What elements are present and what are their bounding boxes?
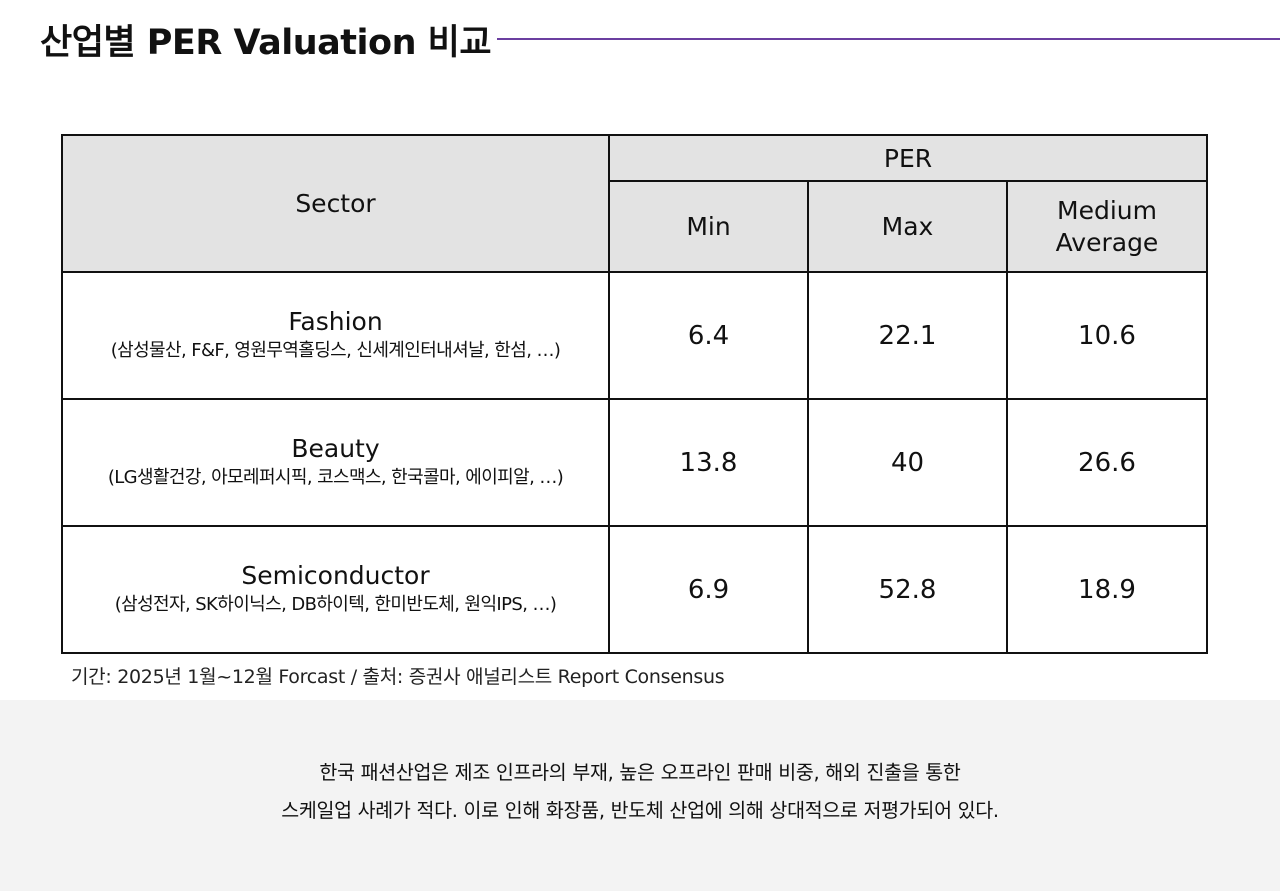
per-header: PER	[608, 134, 1208, 182]
sector-name: Beauty	[291, 434, 380, 463]
sector-name: Semiconductor	[241, 561, 430, 590]
page-title: 산업별 PER Valuation 비교	[40, 23, 492, 63]
sector-name: Fashion	[288, 307, 383, 336]
sector-cell: Beauty (LG생활건강, 아모레퍼시픽, 코스맥스, 한국콜마, 에이피알…	[61, 398, 610, 527]
per-comparison-table: Sector PER Min Max Medium Average Fashio…	[61, 134, 1208, 654]
table-row: Fashion (삼성물산, F&F, 영원무역홀딩스, 신세계인터내셔날, 한…	[61, 271, 1208, 400]
sector-companies: (삼성전자, SK하이닉스, DB하이텍, 한미반도체, 원익IPS, …)	[114, 594, 557, 615]
title-divider	[497, 38, 1280, 40]
summary-line-2: 스케일업 사례가 적다. 이로 인해 화장품, 반도체 산업에 의해 상대적으로…	[281, 799, 999, 822]
average-value: 18.9	[1006, 525, 1208, 654]
summary-line-1: 한국 패션산업은 제조 인프라의 부재, 높은 오프라인 판매 비중, 해외 진…	[319, 761, 961, 784]
source-note: 기간: 2025년 1월~12월 Forcast / 출처: 증권사 애널리스트…	[71, 666, 725, 688]
max-value: 40	[807, 398, 1008, 527]
sector-companies: (LG생활건강, 아모레퍼시픽, 코스맥스, 한국콜마, 에이피알, …)	[107, 467, 564, 488]
table-row: Beauty (LG생활건강, 아모레퍼시픽, 코스맥스, 한국콜마, 에이피알…	[61, 398, 1208, 527]
average-value: 10.6	[1006, 271, 1208, 400]
min-value: 6.4	[608, 271, 809, 400]
min-header: Min	[608, 180, 809, 273]
min-value: 13.8	[608, 398, 809, 527]
sector-header: Sector	[61, 134, 610, 273]
max-value: 52.8	[807, 525, 1008, 654]
summary-box: 한국 패션산업은 제조 인프라의 부재, 높은 오프라인 판매 비중, 해외 진…	[0, 700, 1280, 891]
sector-cell: Fashion (삼성물산, F&F, 영원무역홀딩스, 신세계인터내셔날, 한…	[61, 271, 610, 400]
table-row: Semiconductor (삼성전자, SK하이닉스, DB하이텍, 한미반도…	[61, 525, 1208, 654]
sector-companies: (삼성물산, F&F, 영원무역홀딩스, 신세계인터내셔날, 한섬, …)	[110, 340, 561, 361]
max-header: Max	[807, 180, 1008, 273]
min-value: 6.9	[608, 525, 809, 654]
average-value: 26.6	[1006, 398, 1208, 527]
max-value: 22.1	[807, 271, 1008, 400]
sector-cell: Semiconductor (삼성전자, SK하이닉스, DB하이텍, 한미반도…	[61, 525, 610, 654]
medium-average-header: Medium Average	[1006, 180, 1208, 273]
